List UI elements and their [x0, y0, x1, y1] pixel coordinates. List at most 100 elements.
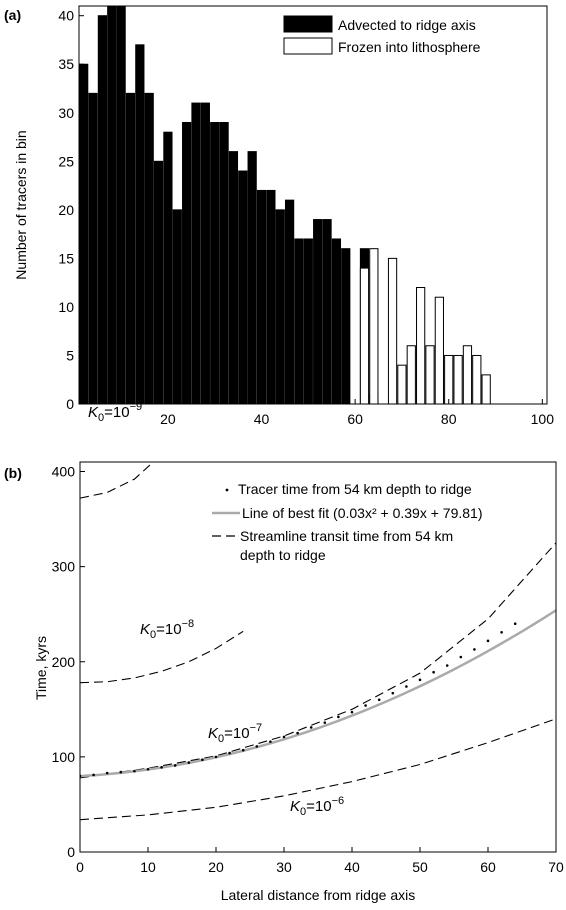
ytick-label-b-200: 200: [52, 654, 76, 670]
ytick-label-b-100: 100: [52, 749, 76, 765]
legend-label-frozen: Frozen into lithosphere: [338, 39, 481, 55]
legend-label-bestfit: Line of best fit (0.03x² + 0.39x + 79.81…: [242, 505, 482, 521]
bar-advected-46: [284, 199, 295, 404]
tracer-point-11: [228, 751, 231, 755]
panel-a-label: (a): [4, 7, 21, 23]
tracer-point-24: [405, 685, 408, 688]
best-fit-line: [80, 609, 556, 778]
bar-advected-12: [125, 92, 136, 404]
bar-frozen-74: [416, 287, 426, 404]
panel-a: (a) 20 40 60 80 100 0 5 10 15 20 25 30 35 40 Number o…: [4, 5, 555, 427]
bar-frozen-72: [406, 345, 416, 404]
xtick-label-b-0: 0: [76, 859, 84, 875]
bar-advected-22: [172, 209, 182, 404]
panel-b-frame: [79, 461, 557, 853]
xtick-label-a-40: 40: [254, 411, 270, 427]
bar-advected-38: [247, 151, 257, 404]
tracer-point-32: [513, 622, 517, 626]
bar-advected-34: [228, 151, 239, 404]
bar-advected-48: [294, 238, 304, 404]
streamline-label-0: K0=10−9: [88, 401, 142, 424]
bar-advected-6: [97, 15, 108, 404]
ytick-label-a-30: 30: [58, 105, 74, 121]
bars: [79, 6, 491, 404]
panel-a-ylabel: Number of tracers in bin: [13, 130, 29, 279]
legend-label-streamline-1: Streamline transit time from 54 km: [240, 528, 453, 544]
tracer-point-20: [350, 710, 354, 714]
bar-frozen-62: [359, 267, 370, 404]
tracer-point-25: [418, 678, 422, 682]
ytick-label-b-400: 400: [52, 464, 76, 480]
legend-label-advected: Advected to ridge axis: [338, 17, 476, 33]
xtick-label-a-60: 60: [347, 411, 363, 427]
ytick-label-a-25: 25: [58, 153, 74, 169]
panel-b: (b) 0 10 20 30 40 50 60 70 0 100 200 300 400 K0=10−9 K…: [4, 401, 564, 903]
xtick-label-a-100: 100: [531, 411, 555, 427]
tracer-point-9: [201, 758, 204, 762]
tracer-point-18: [323, 721, 327, 724]
ytick-label-a-5: 5: [66, 347, 74, 363]
tracer-point-31: [500, 630, 503, 634]
panel-b-label: (b): [4, 465, 22, 481]
xtick-label-a-20: 20: [160, 411, 176, 427]
bar-advected-2: [79, 63, 89, 404]
streamline-2: [80, 542, 556, 779]
bar-advected-40: [256, 189, 267, 404]
tracer-point-26: [432, 670, 435, 674]
xtick-label-b-50: 50: [412, 859, 428, 875]
xtick-label-b-30: 30: [276, 859, 292, 875]
tracer-point-5: [146, 767, 150, 771]
bar-advected-10: [116, 6, 126, 404]
tracer-point-16: [296, 731, 299, 735]
tracer-point-8: [187, 761, 191, 764]
bar-frozen-84: [462, 345, 473, 404]
bar-frozen-80: [444, 354, 454, 404]
bar-advected-16: [144, 92, 154, 404]
bar-frozen-76: [425, 345, 435, 404]
bar-advected-56: [331, 238, 342, 404]
streamline-1: [80, 630, 244, 684]
bar-frozen-64: [369, 248, 379, 404]
legend-label-streamline-2: depth to ridge: [240, 547, 326, 563]
xtick-label-b-10: 10: [140, 859, 156, 875]
xtick-label-b-20: 20: [208, 859, 224, 875]
bar-advected-42: [266, 189, 276, 404]
ytick-label-a-0: 0: [66, 396, 74, 412]
streamline-label-1: K0=10−8: [140, 618, 194, 641]
ytick-label-b-0: 0: [67, 844, 75, 860]
xtick-label-b-60: 60: [480, 859, 496, 875]
panel-b-xlabel: Lateral distance from ridge axis: [221, 887, 416, 903]
tracer-point-27: [445, 664, 449, 667]
bar-advected-18: [153, 160, 164, 404]
panel-a-frame: [78, 5, 548, 405]
tracer-point-28: [459, 655, 463, 659]
panel-b-plot: 0 10 20 30 40 50 60 70 0 100 200 300 400 K0=10−9 K0=10…: [52, 401, 564, 875]
ytick-label-a-20: 20: [58, 202, 74, 218]
bar-advected-52: [313, 219, 323, 404]
ytick-label-a-15: 15: [58, 250, 74, 266]
bar-advected-36: [238, 170, 248, 404]
bar-frozen-68: [387, 257, 398, 404]
bar-advected-14: [135, 44, 145, 404]
panel-b-legend: Tracer time from 54 km depth to ridge Li…: [212, 481, 482, 563]
bar-advected-26: [191, 102, 201, 404]
xtick-label-a-80: 80: [441, 411, 457, 427]
tracer-point-12: [241, 748, 245, 752]
streamline-label-3: K0=10−6: [290, 795, 344, 818]
tracer-point-29: [473, 648, 476, 651]
tracer-point-17: [309, 726, 313, 729]
tracer-point-13: [255, 745, 259, 748]
bar-advected-32: [219, 121, 229, 404]
bar-advected-30: [210, 121, 220, 404]
lines: [80, 462, 556, 821]
bar-advected-58: [341, 248, 351, 404]
bar-frozen-88: [481, 374, 491, 404]
tracer-point-14: [269, 740, 272, 743]
tracer-point-10: [214, 755, 218, 759]
legend-swatch-frozen: [283, 37, 333, 55]
bar-advected-44: [275, 209, 285, 404]
streamline-label-2: K0=10−7: [208, 722, 262, 745]
bar-advected-24: [182, 121, 192, 404]
legend-swatch-tracer: [225, 488, 229, 492]
